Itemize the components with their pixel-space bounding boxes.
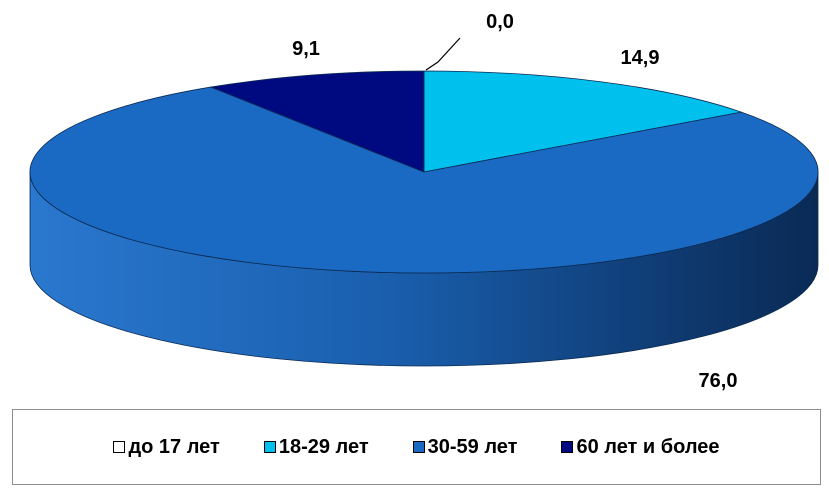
legend-item-30-59: 30-59 лет: [412, 435, 518, 459]
data-label: 76,0: [699, 370, 738, 392]
data-label: 0,0: [486, 11, 514, 33]
legend-label: 30-59 лет: [427, 435, 518, 458]
pie-chart: 0,0 14,9 76,0 9,1: [29, 11, 819, 392]
legend-item-60-plus: 60 лет и более: [561, 435, 720, 459]
data-label: 14,9: [621, 47, 660, 69]
legend-swatch: [561, 441, 574, 453]
pie-slice-top: [423, 70, 743, 173]
pie-slice-top: [29, 86, 819, 274]
legend-label: до 17 лет: [128, 435, 220, 458]
legend-swatch: [412, 441, 425, 453]
legend-item-18-29: 18-29 лет: [263, 435, 369, 459]
pie-slice-top: [209, 70, 425, 173]
legend-swatch: [113, 441, 126, 453]
legend-swatch: [263, 441, 276, 453]
legend-label: 60 лет и более: [576, 435, 720, 458]
legend-label: 18-29 лет: [278, 435, 369, 458]
data-label: 9,1: [292, 38, 320, 60]
leader-line: [425, 37, 461, 71]
legend: до 17 лет 18-29 лет 30-59 лет 60 лет и б…: [12, 409, 821, 485]
legend-item-under-17: до 17 лет: [113, 435, 220, 459]
